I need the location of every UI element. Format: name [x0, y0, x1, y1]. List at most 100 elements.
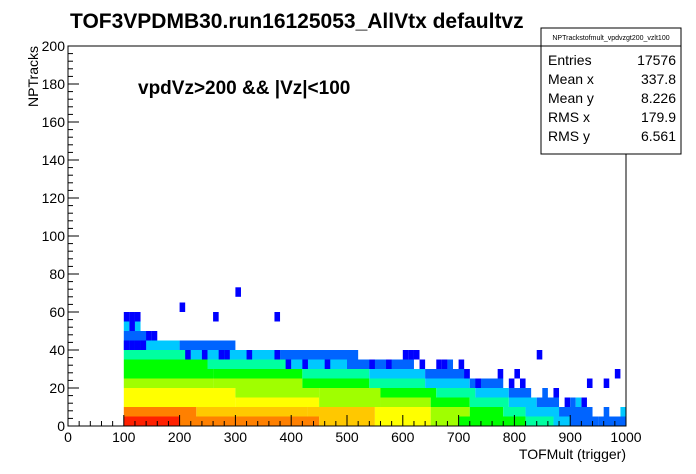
x-tick-label: 200: [168, 429, 192, 445]
heatmap-cell: [302, 369, 370, 379]
heatmap-cell: [123, 369, 214, 379]
heatmap-cell: [302, 378, 370, 388]
heatmap-cell: [134, 321, 141, 331]
heatmap-cell: [469, 397, 509, 407]
stats-label: RMS y: [548, 128, 590, 144]
heatmap-cell: [475, 378, 481, 388]
x-tick-label: 800: [503, 429, 527, 445]
heatmap-cell: [603, 378, 610, 388]
heatmap-cell: [553, 388, 560, 398]
heatmap-cell: [503, 407, 526, 417]
stats-value: 8.226: [641, 90, 676, 106]
heatmap-cell: [620, 407, 626, 417]
heatmap-cell: [179, 302, 186, 312]
x-tick-label: 100: [112, 429, 136, 445]
heatmap-cell: [129, 321, 135, 331]
stats-label: Mean y: [548, 90, 594, 106]
heatmap-cell: [525, 407, 560, 417]
heatmap-cell: [123, 378, 214, 388]
heatmap-cell: [469, 378, 504, 388]
heatmap-cell: [307, 407, 375, 417]
heatmap-cell: [402, 350, 409, 360]
stats-label: Mean x: [548, 71, 594, 87]
chart-title: TOF3VPDMB30.run16125053_AllVtx defaultvz: [70, 10, 524, 33]
heatmap-cell: [508, 388, 532, 398]
stats-value: 6.561: [641, 128, 676, 144]
heatmap-cell: [508, 378, 515, 388]
heatmap-cell: [430, 416, 459, 426]
heatmap-cell: [559, 407, 593, 417]
heatmap-cell: [369, 378, 426, 388]
heatmap-cell: [436, 388, 476, 398]
heatmap-cell: [497, 369, 504, 379]
heatmap-cell: [458, 416, 487, 426]
y-axis-label: NPTracks: [25, 46, 41, 107]
stats-box-title: NPTrackstofmult_vpdvzgt200_vzlt100: [552, 35, 669, 42]
x-tick-label: 900: [559, 429, 583, 445]
y-tick-label: 120: [42, 190, 66, 206]
heatmap-cell: [213, 312, 219, 322]
heatmap-cell: [213, 378, 303, 388]
heatmap-cell: [179, 416, 236, 426]
stats-value: 337.8: [641, 71, 676, 87]
chart-annotation: vpdVz>200 && |Vz|<100: [138, 78, 350, 99]
y-tick-label: 140: [42, 152, 66, 168]
y-tick-label: 180: [42, 76, 66, 92]
heatmap-cell: [140, 340, 147, 350]
heatmap-cell: [380, 388, 437, 398]
y-tick-label: 160: [42, 114, 66, 130]
heatmap-cell: [185, 350, 191, 360]
heatmap-cell: [123, 331, 152, 341]
heatmap-cell: [430, 397, 470, 407]
heatmap-cell: [123, 321, 130, 331]
heatmap-cell: [179, 340, 236, 350]
heatmap-cell: [386, 359, 392, 369]
heatmap-cell: [425, 378, 470, 388]
heatmap-cell: [224, 350, 230, 360]
heatmap-cell: [123, 407, 197, 417]
heatmap-cell: [614, 369, 621, 379]
heatmap-cell: [207, 359, 292, 369]
heatmap-cell: [213, 369, 303, 379]
heatmap-cell: [447, 359, 454, 369]
stats-box-frame: [540, 27, 682, 155]
heatmap-cell: [129, 312, 135, 322]
heatmap-cell: [525, 416, 554, 426]
y-tick-label: 40: [49, 342, 65, 358]
heatmap-cell: [151, 331, 158, 341]
heatmap-cell: [419, 359, 426, 369]
heatmap-cell: [285, 359, 292, 369]
heatmap-cell: [380, 397, 431, 407]
heatmap-cell: [575, 397, 582, 407]
x-tick-label: 700: [447, 429, 471, 445]
heatmap-cell: [536, 397, 560, 407]
heatmap-cell: [369, 359, 375, 369]
heatmap-cell: [274, 350, 281, 360]
heatmap-cell: [603, 407, 610, 417]
heatmap-cell: [146, 331, 152, 341]
heatmap-cell: [123, 340, 130, 350]
heatmap-cell: [274, 312, 281, 322]
heatmap-cell: [514, 369, 520, 379]
heatmap-cell: [581, 397, 587, 407]
heatmap-cell: [235, 397, 320, 407]
stats-value: 17576: [637, 52, 676, 68]
heatmap-cells: [123, 287, 626, 426]
heatmap-cell: [374, 416, 403, 426]
heatmap-cell: [408, 350, 414, 360]
heatmap-cell: [347, 359, 414, 369]
heatmap-cell: [201, 350, 208, 360]
x-tick-label: 600: [391, 429, 415, 445]
heatmap-cell: [235, 416, 320, 426]
heatmap-cell: [123, 350, 191, 360]
x-tick-label: 0: [64, 429, 72, 445]
heatmap-cell: [553, 416, 571, 426]
x-tick-label: 500: [335, 429, 359, 445]
heatmap-cell: [302, 359, 308, 369]
stats-value: 179.9: [641, 109, 676, 125]
heatmap-cell: [123, 416, 180, 426]
heatmap-cell: [218, 350, 225, 360]
x-axis-label: TOFMult (trigger): [519, 446, 626, 462]
heatmap-cell: [369, 369, 426, 379]
